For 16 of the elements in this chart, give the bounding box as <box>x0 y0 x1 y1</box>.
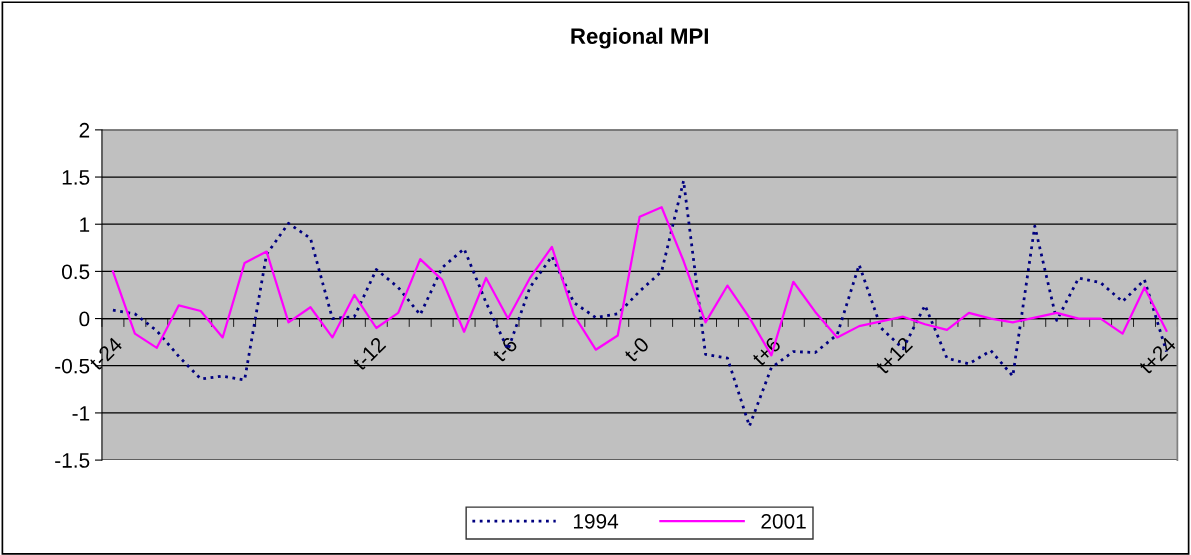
y-tick-label: 0.5 <box>62 264 90 280</box>
legend-label: 2001 <box>761 513 806 529</box>
legend-label: 1994 <box>573 513 619 529</box>
y-tick-label: 1.5 <box>62 170 90 185</box>
x-tick-label: t+12 <box>874 336 914 375</box>
y-tick-label: 2 <box>79 122 90 138</box>
chart-title: Regional MPI <box>571 27 708 49</box>
y-tick-label: 0 <box>79 311 90 327</box>
x-tick-label: t-0 <box>623 336 650 364</box>
y-tick-label: -1 <box>72 406 90 421</box>
y-tick-label: 1 <box>80 217 90 232</box>
y-tick-label: -1.5 <box>55 453 90 468</box>
x-tick-label: t+6 <box>751 336 782 367</box>
x-tick-label: t-6 <box>491 336 519 364</box>
x-tick-label: t-12 <box>351 336 387 372</box>
y-tick-label: -0.5 <box>55 358 90 374</box>
